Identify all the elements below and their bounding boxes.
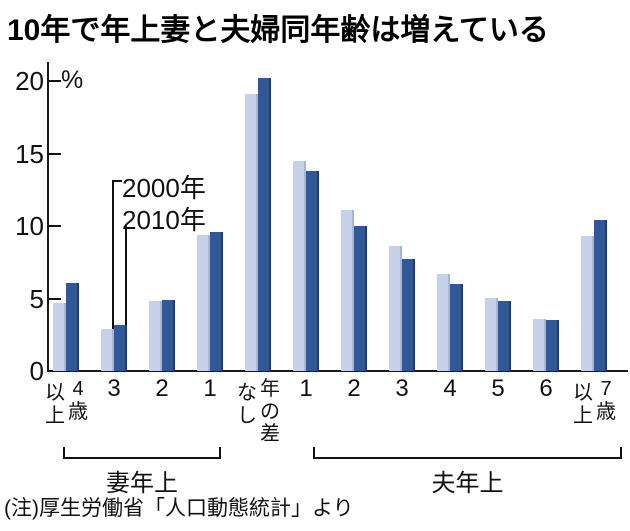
bar-2000年-cat5 [293,161,306,371]
x-tick-label-vertical: なし [236,382,258,427]
bar-2000年-cat1 [101,329,114,371]
y-tick-label: 10 [15,211,44,241]
y-tick-label: 0 [29,356,44,386]
x-tick-char: な [237,382,257,404]
legend-leader-2000-line [112,180,114,329]
bar-2000年-cat2 [149,301,162,371]
x-tick-char: 差 [260,423,280,445]
bar-2010年-cat7 [402,259,415,371]
x-tick-label-vertical: 年の差 [259,378,281,446]
bar-2010年-cat0 [66,283,79,371]
x-tick-char: 上 [45,404,65,427]
bar-2010年-cat4 [258,78,271,371]
x-tick-label: 3 [395,375,409,402]
bar-2010年-cat2 [162,300,175,371]
source-note: (注)厚生労働省「人口動態統計」より [4,497,354,520]
bar-2010年-cat3 [210,232,223,371]
bar-2000年-cat7 [389,246,402,371]
x-tick-char: 以 [573,382,593,404]
bar-2010年-cat11 [594,220,607,371]
y-tick-mark [48,152,61,155]
bar-2000年-cat4 [245,94,258,371]
x-tick-label: 6 [539,375,553,402]
bar-2010年-cat6 [354,226,367,371]
x-tick-char: の [260,400,280,423]
x-tick-char: 7 [600,378,612,400]
legend-label-2010: 2010年 [122,205,206,235]
x-tick-label: 5 [491,375,505,402]
bar-2010年-cat9 [498,301,511,371]
legend-leader-2010-line [125,226,127,325]
wife-older-bracket [63,447,221,459]
x-tick-char: 上 [573,404,593,427]
x-tick-char: 歳 [68,400,88,423]
y-tick-label: 5 [29,283,44,314]
bar-2000年-cat3 [197,235,210,371]
bar-2000年-cat10 [533,319,546,371]
husband-older-bracket [313,447,622,459]
x-axis-baseline [47,370,628,372]
x-tick-char: 以 [45,382,65,404]
wife-older-group-label: 妻年上 [106,470,178,497]
husband-older-group-label: 夫年上 [431,470,504,497]
x-tick-label: 1 [299,375,313,402]
x-tick-label-vertical: 以上 [572,382,594,427]
bar-2000年-cat6 [341,210,354,371]
y-axis-unit-label: % [61,66,84,94]
x-tick-char: し [237,404,257,427]
bar-2000年-cat11 [581,236,594,371]
y-axis-line [47,62,49,371]
bar-2000年-cat8 [437,274,450,371]
bar-2010年-cat8 [450,284,463,371]
x-tick-label: 2 [347,375,361,402]
y-tick-mark [48,80,61,82]
x-tick-char: 歳 [596,400,616,423]
x-tick-label: 1 [203,375,217,402]
y-tick-mark [48,225,61,227]
y-tick-label: 20 [15,66,44,96]
x-tick-label: 4 [443,375,457,402]
chart-title: 10年で年上妻と夫婦同年齢は増えている [7,14,549,47]
x-tick-label: 3 [107,375,121,402]
bar-2000年-cat0 [53,303,66,371]
bar-2010年-cat1 [114,325,127,371]
y-tick-mark [48,297,61,300]
x-tick-label-vertical: 以上 [44,382,66,427]
x-tick-label: 2 [155,375,169,402]
x-tick-char: 4 [72,378,84,400]
x-tick-char: 年 [260,378,280,400]
legend-leader-2000-elbow [112,180,122,182]
bar-2010年-cat10 [546,320,559,371]
y-tick-label: 15 [15,138,44,169]
bar-2010年-cat5 [306,171,319,371]
legend-label-2000: 2000年 [122,173,206,203]
bar-2000年-cat9 [485,298,498,371]
